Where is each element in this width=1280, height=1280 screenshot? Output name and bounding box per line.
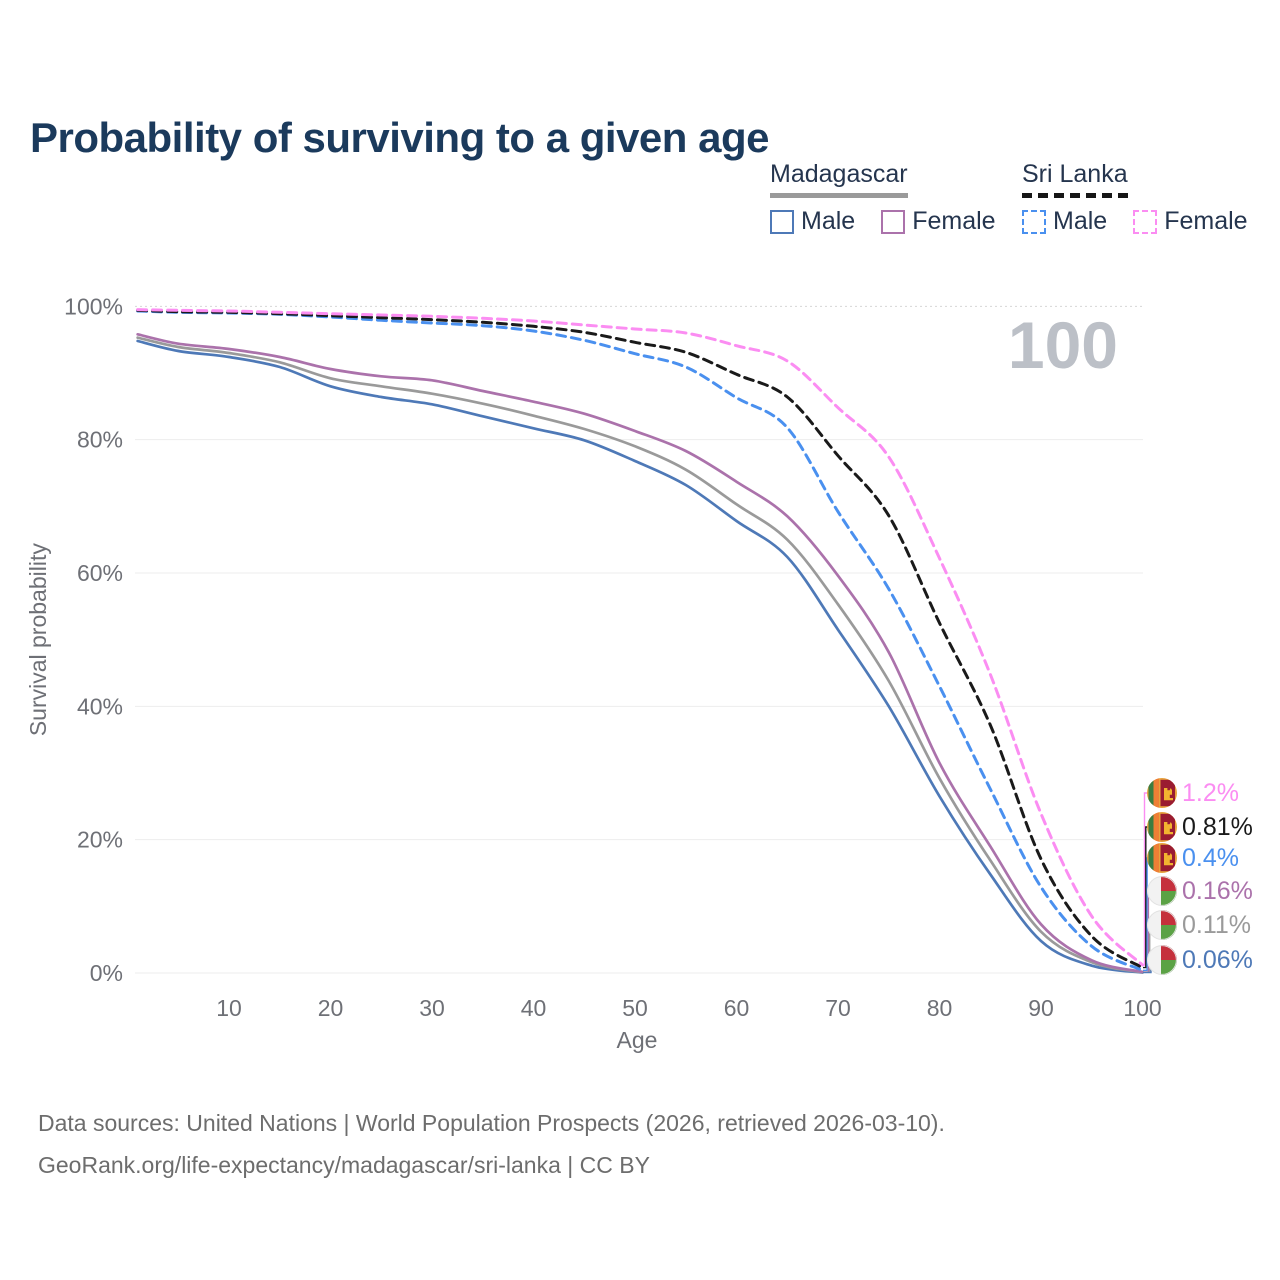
end-value: 0.4% [1182,843,1239,872]
madagascar-flag-icon [1147,910,1177,940]
end-label-madagascar-male: 0.06% [1147,943,1253,977]
x-tick-label: 100 [1123,995,1161,1021]
x-tick-label: 10 [216,995,242,1021]
end-label-sri-lanka-all: 0.81% [1147,810,1253,844]
end-label-madagascar-all: 0.11% [1147,908,1251,942]
y-tick-label: 0% [90,960,123,986]
y-tick-label: 100% [64,293,123,319]
legend-item-sri-lanka-male[interactable]: Male [1022,207,1107,236]
sri-lanka-flag-icon [1147,812,1177,842]
y-tick-label: 20% [77,827,123,853]
end-value: 1.2% [1182,778,1239,807]
legend-label: Female [912,207,996,235]
legend-item-madagascar-female[interactable]: Female [881,207,996,236]
solid-line-swatch-icon [770,209,794,234]
legend-header-madagascar: Madagascar [770,160,908,198]
madagascar-flag-icon [1147,876,1177,906]
data-sources-line: Data sources: United Nations | World Pop… [38,1110,945,1136]
legend-label: Male [1053,207,1108,235]
x-tick-label: 80 [927,995,953,1021]
end-label-sri-lanka-female: 1.2% [1147,776,1239,810]
dashed-line-swatch-icon [1133,209,1158,234]
end-value: 0.16% [1182,876,1253,905]
y-tick-label: 60% [77,560,123,586]
x-axis-title: Age [617,1027,658,1053]
legend-label: Female [1164,207,1248,235]
legend-row-sri-lanka: Male Female [1022,207,1274,236]
legend-group-madagascar: Madagascar Male Female [770,160,1022,236]
x-tick-label: 70 [825,995,851,1021]
sri-lanka-flag-icon [1147,843,1177,873]
series-madagascar-female [136,332,1144,974]
legend-label: Male [801,207,856,235]
x-tick-label: 30 [419,995,445,1021]
x-tick-label: 90 [1028,995,1054,1021]
y-axis-title: Survival probability [25,543,51,737]
legend-group-sri-lanka: Sri Lanka Male Female [1022,160,1274,236]
series-madagascar-all [136,336,1144,974]
legend-row-madagascar: Male Female [770,207,1022,236]
y-tick-label: 40% [77,693,123,719]
series-sri-lanka-all [136,308,1144,970]
series-sri-lanka-female [136,308,1144,967]
series-madagascar-male [136,339,1144,974]
attribution: Data sources: United Nations | World Pop… [38,1102,945,1186]
end-label-madagascar-female: 0.16% [1147,874,1253,908]
legend-item-madagascar-male[interactable]: Male [770,207,855,236]
y-tick-label: 80% [77,427,123,453]
dashed-line-swatch-icon [1022,209,1046,234]
end-value: 0.81% [1182,812,1253,841]
series-sri-lanka-male [136,309,1144,972]
legend-item-sri-lanka-female[interactable]: Female [1133,207,1248,236]
madagascar-flag-icon [1147,945,1177,975]
end-value: 0.06% [1182,945,1253,974]
x-tick-label: 50 [622,995,648,1021]
source-url-line: GeoRank.org/life-expectancy/madagascar/s… [38,1152,650,1178]
solid-line-swatch-icon [881,209,906,234]
page-title: Probability of surviving to a given age [30,114,769,162]
legend-header-sri-lanka: Sri Lanka [1022,160,1128,198]
x-tick-label: 20 [318,995,344,1021]
hover-age-watermark: 100 [1008,308,1118,382]
x-tick-label: 60 [724,995,750,1021]
sri-lanka-flag-icon [1147,778,1177,808]
end-label-sri-lanka-male: 0.4% [1147,841,1239,875]
x-tick-label: 40 [521,995,547,1021]
end-value: 0.11% [1182,910,1252,939]
